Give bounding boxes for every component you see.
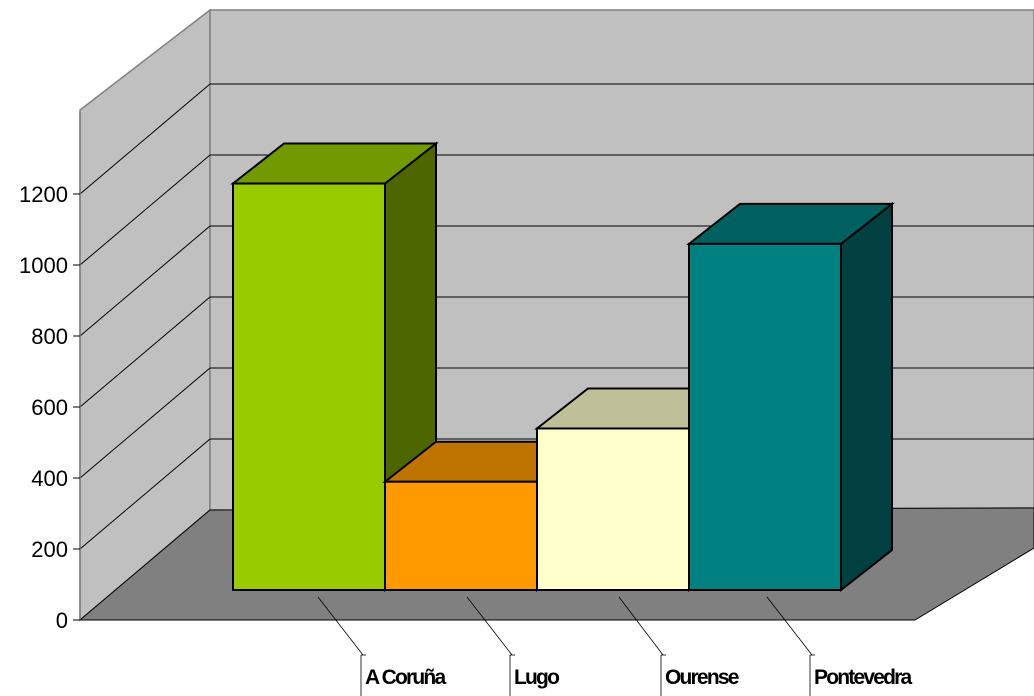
y-tick-label-800: 800 bbox=[31, 324, 68, 349]
gridline-side-400 bbox=[79, 367, 211, 479]
bar-pontevedra bbox=[686, 201, 895, 593]
bar-front-face bbox=[384, 480, 538, 592]
y-tick-label-1200: 1200 bbox=[19, 182, 68, 207]
x-label-a-coruña: A Coruña bbox=[365, 666, 446, 689]
x-label-ourense: Ourense bbox=[665, 666, 739, 689]
x-leader-a-coruña bbox=[317, 596, 364, 656]
gridline-side-600 bbox=[79, 296, 211, 408]
bar-front-face bbox=[232, 182, 386, 591]
gridline-side-800 bbox=[79, 225, 211, 337]
x-axis-labels: A Coruña Lugo Ourense Pontevedra bbox=[317, 596, 914, 696]
gridline-side-200 bbox=[79, 438, 211, 550]
y-tick-label-1000: 1000 bbox=[19, 253, 68, 278]
gridline-side-1000 bbox=[79, 154, 211, 266]
y-tick-label-0: 0 bbox=[56, 608, 68, 633]
bar-front-face bbox=[688, 242, 842, 591]
bar-side-face bbox=[840, 201, 893, 593]
x-leader-lugo bbox=[466, 596, 513, 656]
x-leader-ourense bbox=[618, 596, 664, 656]
bar-front-face bbox=[536, 427, 690, 591]
x-label-pontevedra: Pontevedra bbox=[814, 666, 912, 689]
y-tick-label-600: 600 bbox=[31, 395, 68, 420]
y-tick-label-200: 200 bbox=[31, 537, 68, 562]
y-tick-label-400: 400 bbox=[31, 466, 68, 491]
bars bbox=[230, 141, 895, 593]
y-axis-ticks: 0 200 400 600 800 1000 1200 bbox=[19, 182, 80, 633]
x-leader-pontevedra bbox=[766, 596, 813, 656]
x-label-lugo: Lugo bbox=[514, 666, 559, 689]
gridline-side-1200 bbox=[79, 83, 211, 195]
